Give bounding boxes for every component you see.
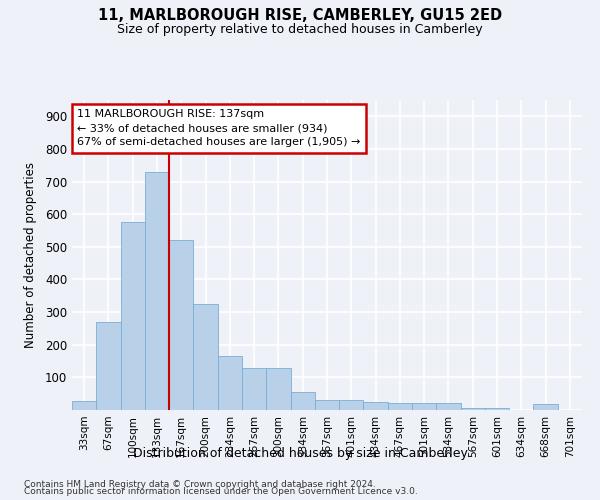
Text: Size of property relative to detached houses in Camberley: Size of property relative to detached ho… xyxy=(117,22,483,36)
Bar xyxy=(315,400,339,410)
Bar xyxy=(485,408,509,410)
Bar xyxy=(193,304,218,410)
Bar xyxy=(533,404,558,410)
Bar xyxy=(121,222,145,410)
Bar xyxy=(436,404,461,410)
Bar xyxy=(145,172,169,410)
Bar xyxy=(169,240,193,410)
Bar xyxy=(388,404,412,410)
Bar xyxy=(412,404,436,410)
Bar xyxy=(218,356,242,410)
Text: 11 MARLBOROUGH RISE: 137sqm
← 33% of detached houses are smaller (934)
67% of se: 11 MARLBOROUGH RISE: 137sqm ← 33% of det… xyxy=(77,110,361,148)
Y-axis label: Number of detached properties: Number of detached properties xyxy=(23,162,37,348)
Bar xyxy=(242,368,266,410)
Bar xyxy=(266,368,290,410)
Bar xyxy=(72,401,96,410)
Bar xyxy=(339,400,364,410)
Bar xyxy=(461,408,485,410)
Bar xyxy=(364,402,388,410)
Text: Contains public sector information licensed under the Open Government Licence v3: Contains public sector information licen… xyxy=(24,488,418,496)
Text: Contains HM Land Registry data © Crown copyright and database right 2024.: Contains HM Land Registry data © Crown c… xyxy=(24,480,376,489)
Text: 11, MARLBOROUGH RISE, CAMBERLEY, GU15 2ED: 11, MARLBOROUGH RISE, CAMBERLEY, GU15 2E… xyxy=(98,8,502,22)
Bar xyxy=(290,392,315,410)
Bar xyxy=(96,322,121,410)
Text: Distribution of detached houses by size in Camberley: Distribution of detached houses by size … xyxy=(133,448,467,460)
